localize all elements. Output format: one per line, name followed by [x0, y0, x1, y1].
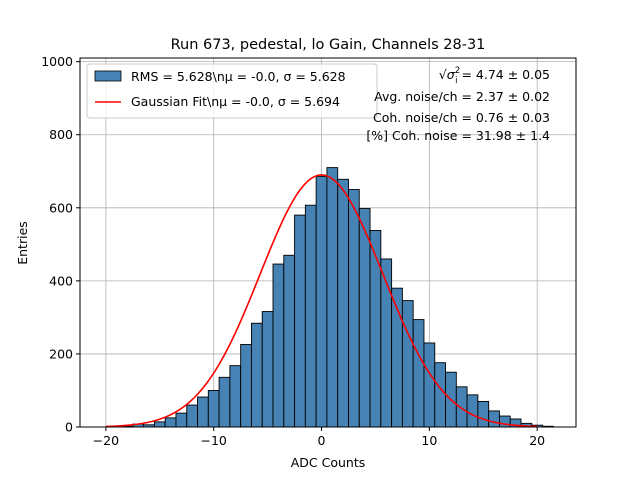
x-tick-label: 10 [421, 433, 437, 448]
histogram-bar [175, 412, 188, 428]
histogram-bar [250, 322, 263, 428]
legend-hist-swatch [94, 70, 122, 82]
y-axis: 0 200 400 600 800 1000 [41, 54, 80, 435]
histogram-bar [283, 254, 296, 428]
y-tick-label: 800 [49, 127, 73, 142]
annotation-coh-noise-pct: [%] Coh. noise = 31.98 ± 1.4 [366, 128, 550, 143]
x-tick-label: −10 [201, 433, 227, 448]
x-tick-label: −20 [93, 433, 119, 448]
x-tick-label: 0 [318, 433, 326, 448]
annotation-sigma-sq: √σ2 i = 4.74 ± 0.05 [439, 66, 550, 86]
x-axis: −20 −10 0 10 20 [93, 427, 545, 448]
annotation-avg-noise: Avg. noise/ch = 2.37 ± 0.02 [374, 89, 550, 104]
stats-annotations: √σ2 i = 4.74 ± 0.05 Avg. noise/ch = 2.37 … [366, 66, 550, 143]
histogram-bar [401, 300, 414, 428]
histogram-bar [294, 214, 306, 428]
x-tick-label: 20 [529, 433, 545, 448]
legend-fit-label: Gaussian Fit\nμ = -0.0, σ = 5.694 [131, 94, 340, 109]
annotation-coh-noise: Coh. noise/ch = 0.76 ± 0.03 [373, 110, 550, 125]
legend-hist-label: RMS = 5.628\nμ = -0.0, σ = 5.628 [131, 69, 346, 84]
y-tick-label: 600 [49, 200, 73, 215]
histogram-bar [240, 343, 252, 428]
histogram-bar [477, 400, 490, 428]
histogram-bar [434, 362, 446, 428]
histogram-bar [261, 311, 274, 428]
histogram-bar [153, 421, 166, 428]
histogram-bar [326, 167, 339, 428]
histogram-bar [358, 208, 371, 428]
chart-title: Run 673, pedestal, lo Gain, Channels 28-… [171, 37, 486, 53]
legend: RMS = 5.628\nμ = -0.0, σ = 5.628 Gaussia… [86, 63, 378, 119]
histogram-bar [186, 404, 198, 428]
y-axis-label: Entries [15, 221, 30, 265]
x-axis-label: ADC Counts [291, 455, 366, 470]
y-tick-label: 200 [49, 346, 73, 361]
histogram-bar [197, 396, 209, 428]
histogram-bar [412, 319, 425, 428]
histogram-bar [348, 189, 360, 428]
histogram-bar [272, 263, 285, 428]
gaussian-fit-line [105, 174, 538, 428]
histogram-bar [337, 178, 349, 428]
histogram-bar [423, 342, 436, 428]
histogram-bar [207, 390, 220, 428]
histogram-bar [455, 386, 468, 428]
plot-frame [79, 57, 577, 428]
y-tick-label: 0 [65, 420, 73, 435]
histogram-bar [315, 175, 328, 428]
histogram-bar [488, 410, 500, 428]
histogram-bar [369, 229, 382, 428]
histogram-bar [466, 394, 479, 428]
legend-box [86, 63, 378, 119]
histogram-bar [218, 376, 231, 428]
histogram-bar [304, 204, 317, 428]
y-tick-label: 1000 [41, 54, 73, 69]
histogram-bar [164, 417, 177, 428]
histogram-bar [229, 365, 242, 428]
y-tick-label: 400 [49, 273, 73, 288]
